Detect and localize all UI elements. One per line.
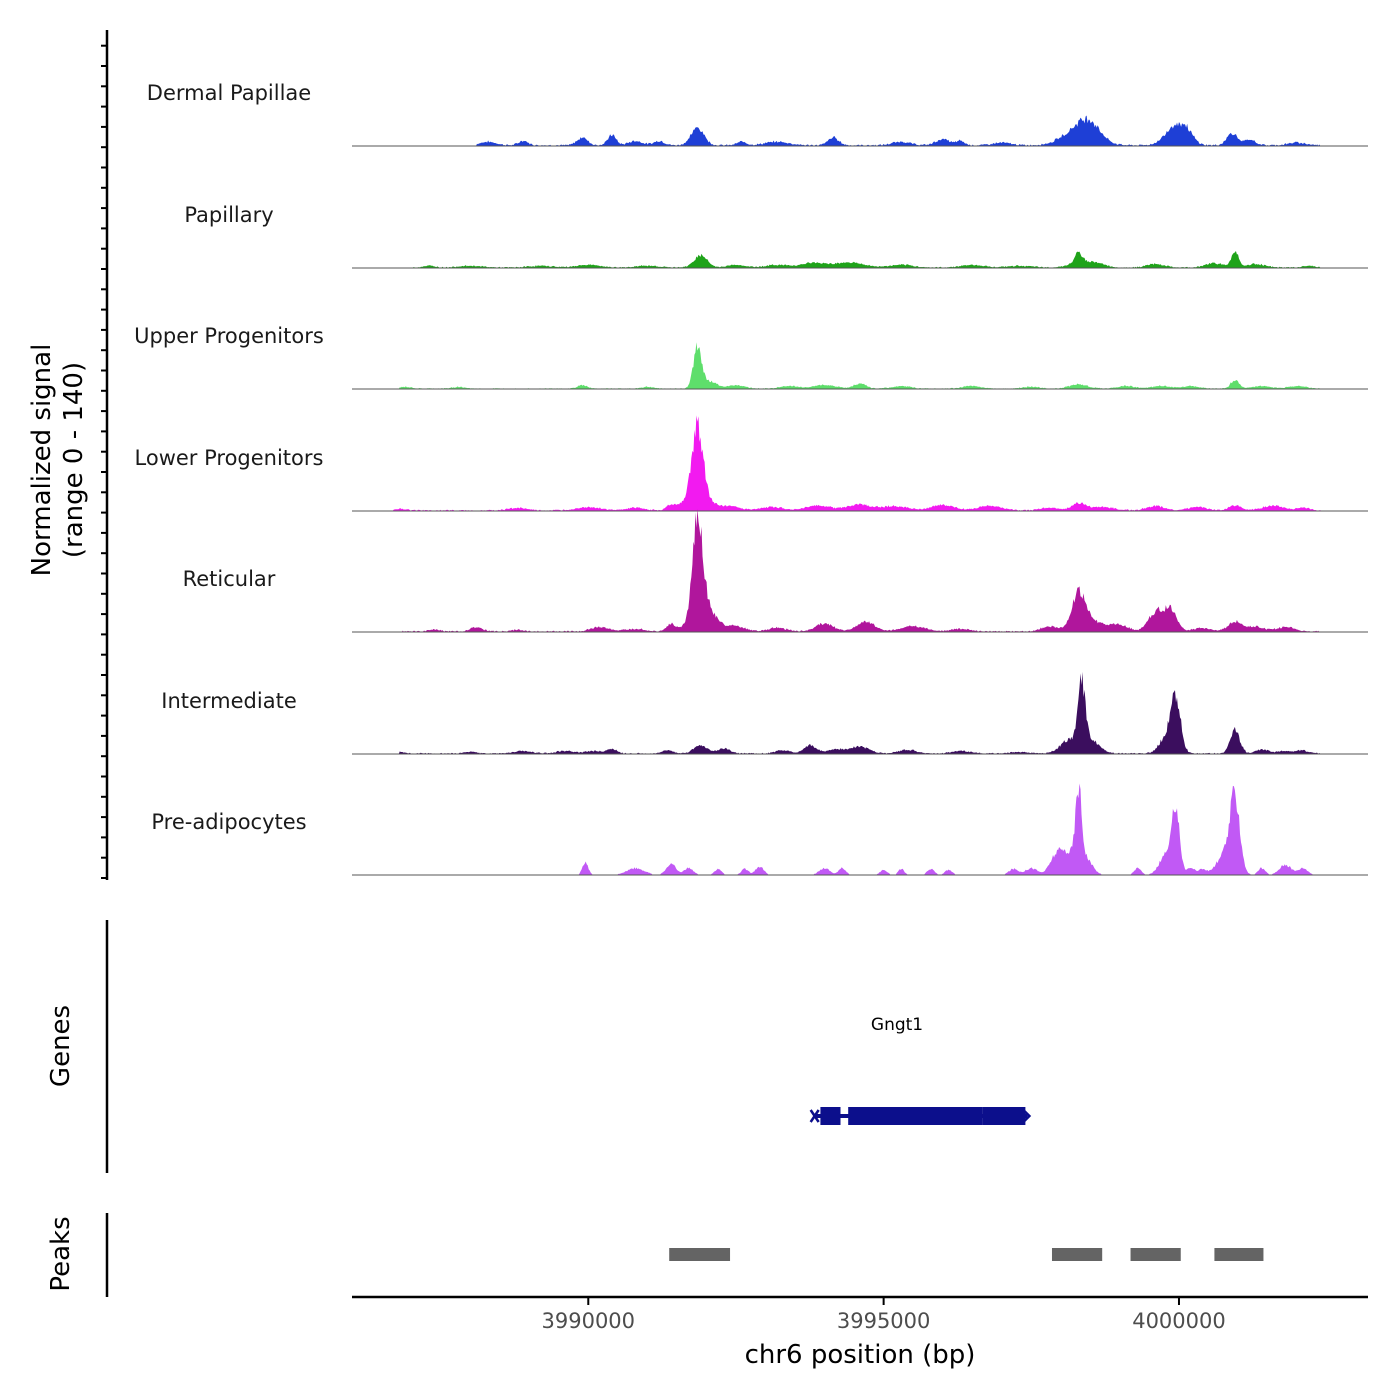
genes-panel: Gngt1 — [105, 920, 1032, 1173]
track-label: Upper Progenitors — [134, 324, 324, 348]
track-label: Intermediate — [161, 689, 297, 713]
track-label: Lower Progenitors — [135, 446, 324, 470]
track-signal-area — [352, 115, 1368, 146]
track-intermediate: Intermediate — [161, 671, 1368, 755]
strand-marker-icon — [809, 1109, 820, 1123]
track-pre-adipocytes: Pre-adipocytes — [151, 783, 1368, 876]
track-dermal-papillae: Dermal Papillae — [147, 81, 1368, 147]
x-tick-label: 3995000 — [837, 1309, 931, 1333]
track-signal-area — [352, 783, 1368, 875]
gene-label: Gngt1 — [871, 1015, 923, 1035]
track-upper-progenitors: Upper Progenitors — [134, 324, 1368, 390]
gene-gngt1: Gngt1 — [809, 1015, 1032, 1125]
track-label: Reticular — [183, 567, 276, 591]
peaks-panel — [105, 1213, 1264, 1297]
gene-exon — [848, 1107, 983, 1125]
peak-region — [669, 1248, 731, 1261]
peak-region — [1214, 1248, 1264, 1261]
track-signal-area — [352, 415, 1368, 511]
y-axis — [101, 30, 109, 880]
track-signal-area — [352, 342, 1368, 389]
strand-arrow-icon — [1022, 1109, 1032, 1123]
peak-region — [1130, 1248, 1181, 1261]
y-axis-title: Normalized signal — [27, 344, 57, 577]
track-label: Pre-adipocytes — [151, 810, 306, 834]
coverage-tracks: Dermal Papillae Papillary Upper Progenitor… — [134, 81, 1368, 876]
x-axis-title: chr6 position (bp) — [745, 1340, 976, 1370]
track-signal-area — [352, 671, 1368, 754]
gene-exon — [982, 1107, 1026, 1125]
x-tick-label: 3990000 — [542, 1309, 636, 1333]
track-label: Dermal Papillae — [147, 81, 311, 105]
track-lower-progenitors: Lower Progenitors — [135, 415, 1368, 512]
x-tick-label: 4000000 — [1132, 1309, 1226, 1333]
peaks-panel-label: Peaks — [46, 1216, 76, 1291]
track-reticular: Reticular — [183, 509, 1368, 633]
y-axis-subtitle: (range 0 - 140) — [59, 362, 89, 558]
peak-region — [1051, 1248, 1103, 1261]
x-axis: 3990000 3995000 4000000 — [352, 1295, 1368, 1333]
track-label: Papillary — [184, 203, 273, 227]
track-signal-area — [352, 250, 1368, 268]
gene-exon — [820, 1107, 841, 1125]
genes-panel-label: Genes — [46, 1005, 76, 1087]
track-papillary: Papillary — [184, 203, 1368, 269]
track-signal-area — [352, 509, 1368, 632]
